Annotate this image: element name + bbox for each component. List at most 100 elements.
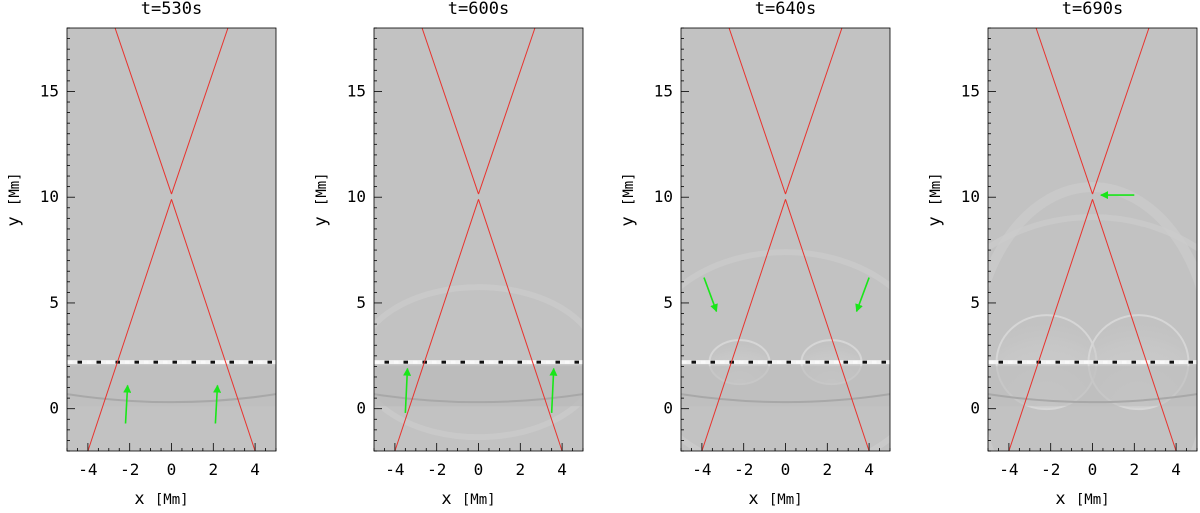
x-tick-label: 2 <box>515 460 525 479</box>
layer-blob <box>403 360 408 364</box>
layer-blob <box>1112 360 1117 364</box>
annotation-arrow <box>123 384 132 424</box>
layer-blob <box>508 360 513 364</box>
layer-blob <box>796 360 801 364</box>
lower-band <box>988 366 1197 407</box>
layer-blob <box>258 360 263 364</box>
layer-blob <box>1188 360 1193 364</box>
y-axis-label: y [Mm] <box>311 172 331 226</box>
y-axis-label: y [Mm] <box>4 172 24 226</box>
layer-blob <box>451 360 456 364</box>
layer-blob <box>384 360 389 364</box>
wave-front <box>681 249 890 451</box>
layer-blob <box>815 360 820 364</box>
layer-blob <box>748 360 753 364</box>
layer-blob <box>432 360 437 364</box>
x-tick-label: -4 <box>692 460 711 479</box>
x-tick-label: 4 <box>250 460 260 479</box>
x-tick-label: 0 <box>1088 460 1098 479</box>
separatrix-line <box>478 28 536 195</box>
separatrix-line <box>785 28 843 195</box>
separatrix-line <box>1008 199 1093 451</box>
panels-group: 0 5 10 15 -4 -2 0 2 4 t=530s x [Mm] y [Mm] 0 5 10 15 -4 -… <box>4 0 1198 509</box>
layer-blob <box>536 360 541 364</box>
x-axis-unit: [Mm] <box>1076 492 1110 508</box>
layer-blob <box>1160 360 1165 364</box>
x-tick-label: -2 <box>734 460 753 479</box>
layer-blob <box>862 360 867 364</box>
y-axis-unit: [Mm] <box>928 172 944 206</box>
layer-blob <box>989 360 994 364</box>
y-tick-label: 5 <box>49 293 59 312</box>
wave-front <box>988 182 1197 451</box>
plot-area <box>681 28 890 451</box>
x-tick-label: 4 <box>557 460 567 479</box>
annotation-arrow <box>403 367 412 413</box>
x-tick-label: 2 <box>208 460 218 479</box>
x-axis-label: x [Mm] <box>1055 489 1109 509</box>
layer-blob <box>786 360 791 364</box>
layer-blob <box>555 360 560 364</box>
separatrix-line <box>171 28 229 195</box>
x-tick-label: -4 <box>999 460 1018 479</box>
layer-blob <box>682 360 687 364</box>
layer-blob <box>1065 360 1070 364</box>
x-axis-unit: [Mm] <box>769 492 803 508</box>
x-tick-label: 0 <box>167 460 177 479</box>
layer-blob <box>470 360 475 364</box>
layer-blob <box>1122 360 1127 364</box>
y-axis-unit: [Mm] <box>7 172 23 206</box>
layer-blob <box>1084 360 1089 364</box>
separatrix-line <box>1035 28 1093 195</box>
separatrix-line <box>114 28 172 195</box>
x-tick-label: 4 <box>1171 460 1181 479</box>
y-axis-unit: [Mm] <box>621 172 637 206</box>
y-tick-label: 0 <box>970 399 980 418</box>
plot-area <box>67 28 276 451</box>
arc-line <box>681 393 890 404</box>
x-axis-unit: [Mm] <box>155 492 189 508</box>
y-tick-label: 10 <box>961 187 980 206</box>
layer-blob <box>413 360 418 364</box>
layer-blob <box>498 360 503 364</box>
layer-blob <box>701 360 706 364</box>
separatrix-line <box>785 199 870 451</box>
layer-blob <box>872 360 877 364</box>
layer-blob <box>191 360 196 364</box>
layer-blob <box>239 360 244 364</box>
plot-area <box>988 28 1197 451</box>
y-tick-label: 15 <box>654 81 673 100</box>
layer-blob <box>527 360 532 364</box>
lower-band <box>67 366 276 407</box>
separatrix-line <box>728 28 786 195</box>
layer-blob <box>210 360 215 364</box>
layer-blob <box>267 360 272 364</box>
layer-blob <box>739 360 744 364</box>
layer-blob <box>517 360 522 364</box>
layer-blob <box>710 360 715 364</box>
layer-blob <box>805 360 810 364</box>
lower-band <box>681 366 890 407</box>
layer-blob <box>77 360 82 364</box>
y-tick-label: 5 <box>970 293 980 312</box>
x-tick-label: -2 <box>120 460 139 479</box>
layer-blob <box>758 360 763 364</box>
layer-blob <box>144 360 149 364</box>
layer-blob <box>1150 360 1155 364</box>
separatrix-line <box>394 199 479 451</box>
separatrix-line <box>171 199 256 451</box>
separatrix-line <box>701 199 786 451</box>
arc-line <box>67 393 276 404</box>
panel-title: t=690s <box>1062 0 1123 19</box>
layer-blob <box>87 360 92 364</box>
x-tick-label: -2 <box>1041 460 1060 479</box>
layer-blob <box>853 360 858 364</box>
x-tick-label: -4 <box>78 460 97 479</box>
layer-blob <box>1131 360 1136 364</box>
layer-blob <box>691 360 696 364</box>
layer-blob <box>394 360 399 364</box>
panel-3: 0 5 10 15 -4 -2 0 2 4 t=640s x [Mm] y [Mm] <box>618 0 891 509</box>
separatrix-line <box>421 28 479 195</box>
y-axis-label: y [Mm] <box>925 172 945 226</box>
